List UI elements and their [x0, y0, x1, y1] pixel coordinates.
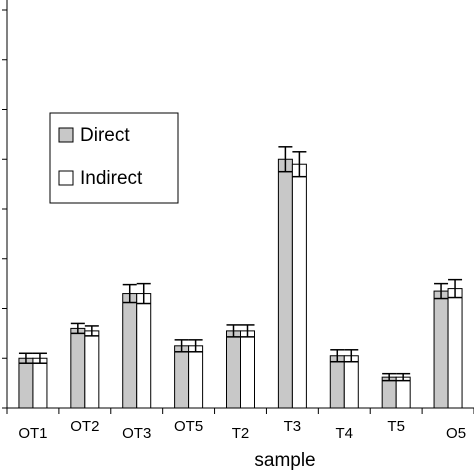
bar-indirect-T2: [240, 330, 255, 409]
bar-direct-T5: [381, 376, 397, 409]
legend-swatch-indirect: [58, 170, 74, 186]
bar-direct-T2: [226, 330, 241, 409]
bar-direct-OT3: [122, 293, 138, 409]
bar-direct-OT2: [70, 327, 86, 409]
x-tick-label-OT1: OT1: [18, 425, 47, 442]
chart-bars: [18, 146, 463, 409]
legend-label-indirect: Indirect: [80, 168, 143, 189]
bar-direct-T4: [329, 355, 345, 409]
bar-indirect-OT3: [136, 293, 152, 409]
legend-swatch-direct: [58, 127, 74, 143]
x-tick-label-T3: T3: [284, 418, 302, 435]
bar-direct-OT5: [174, 345, 190, 409]
bar-direct-O5: [433, 290, 449, 409]
x-tick-label-O5: O5: [446, 425, 466, 442]
bar-indirect-T4: [343, 355, 359, 409]
bar-direct-OT1: [18, 357, 34, 409]
bar-indirect-OT5: [188, 345, 204, 409]
x-axis-title: sample: [254, 450, 315, 471]
bar-direct-T3: [277, 158, 293, 409]
legend: Direct Indirect: [49, 112, 179, 204]
bar-indirect-OT1: [32, 357, 48, 409]
x-tick-label-OT2: OT2: [70, 418, 99, 435]
legend-label-direct: Direct: [80, 125, 130, 146]
bar-indirect-T5: [395, 376, 411, 409]
bar-indirect-O5: [447, 288, 463, 409]
x-tick-label-T2: T2: [232, 425, 250, 442]
x-tick-label-OT5: OT5: [174, 418, 203, 435]
bar-indirect-OT2: [84, 330, 100, 409]
x-tick-label-T5: T5: [387, 418, 405, 435]
x-tick-label-T4: T4: [336, 425, 354, 442]
x-tick-label-OT3: OT3: [122, 425, 151, 442]
x-tick-labels: OT1 OT2 OT3 OT5 T2 T3 T4 T5 O5: [18, 418, 466, 442]
bar-indirect-T3: [291, 163, 307, 409]
